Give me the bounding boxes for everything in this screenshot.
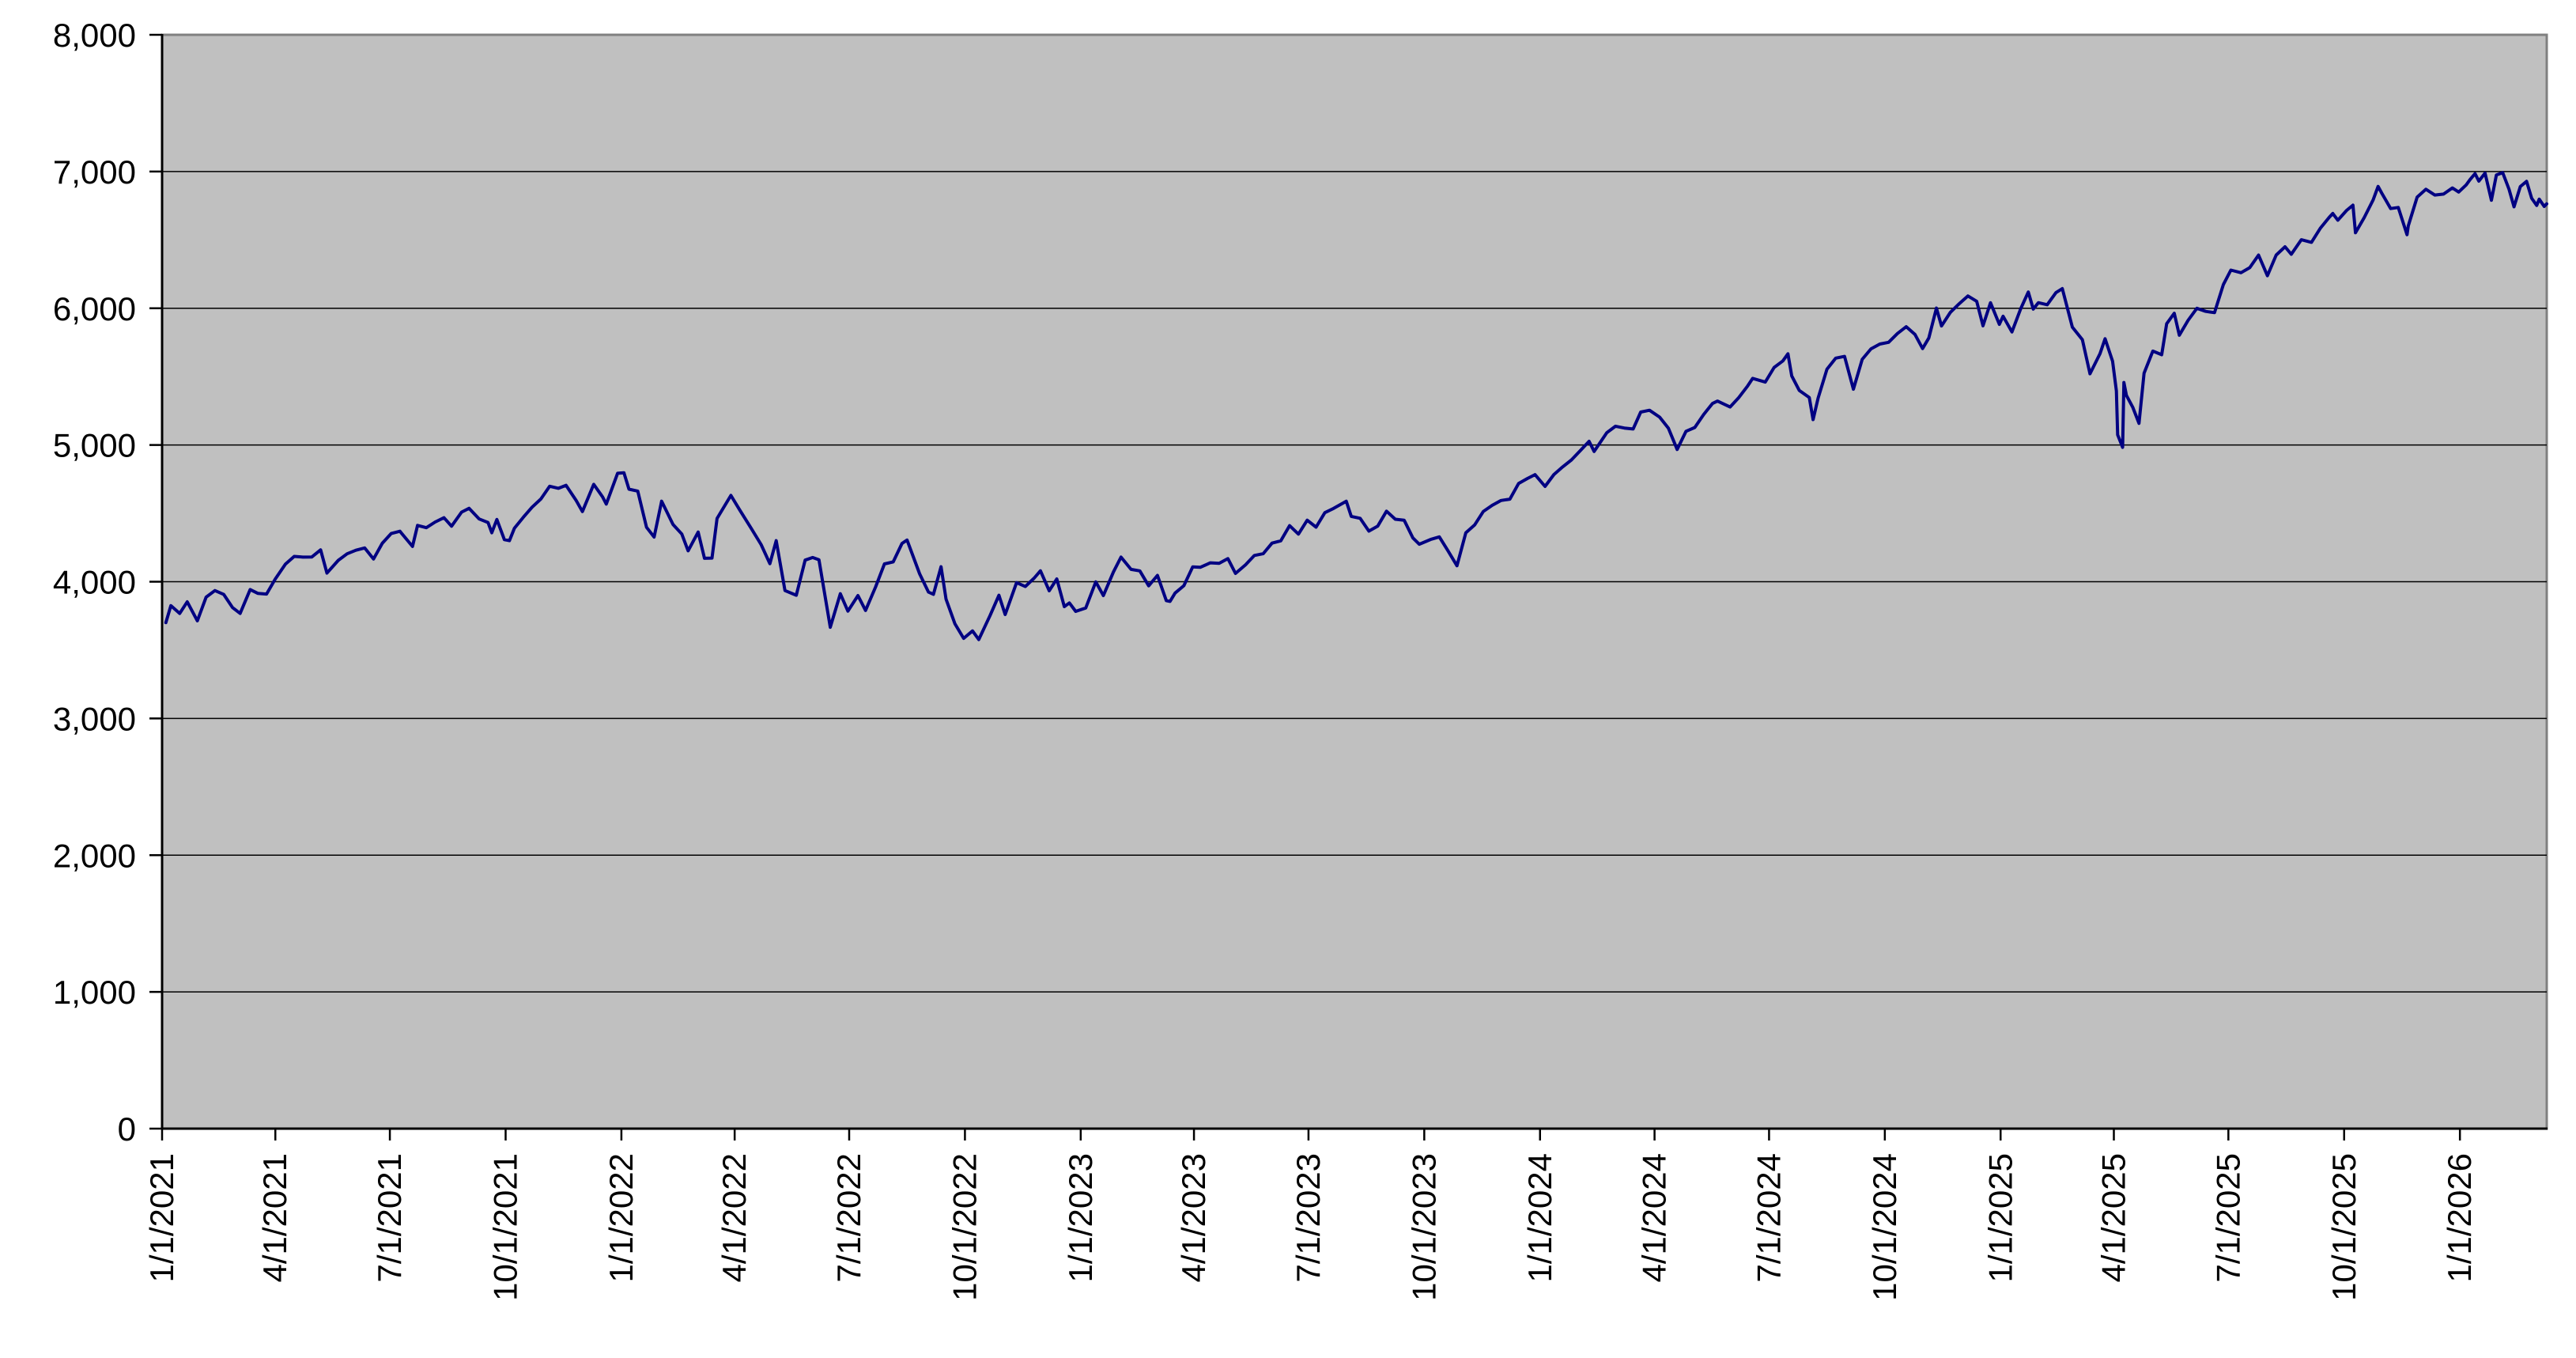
y-tick-label: 4,000 [53, 564, 136, 601]
x-tick-label: 4/1/2023 [1175, 1153, 1212, 1283]
x-tick-label: 10/1/2025 [2325, 1153, 2363, 1301]
x-tick-label: 7/1/2021 [371, 1153, 408, 1283]
x-tick-label: 7/1/2024 [1750, 1153, 1787, 1283]
y-tick-label: 8,000 [53, 17, 136, 54]
y-tick-label: 2,000 [53, 837, 136, 874]
y-axis-labels: 0 1,000 2,000 3,000 4,000 5,000 6,000 7,000 8,00… [53, 17, 136, 1148]
y-tick-label: 7,000 [53, 153, 136, 191]
x-tick-label: 10/1/2023 [1405, 1153, 1442, 1301]
y-tick-label: 0 [118, 1110, 136, 1148]
gridlines [162, 171, 2547, 993]
y-tick-label: 6,000 [53, 290, 136, 327]
x-tick-label: 1/1/2022 [602, 1153, 640, 1283]
x-tick-label: 1/1/2026 [2441, 1153, 2478, 1283]
y-tick-label: 5,000 [53, 427, 136, 464]
x-tick-label: 10/1/2021 [486, 1153, 523, 1301]
x-tick-label: 7/1/2025 [2209, 1153, 2246, 1283]
x-tick-label: 10/1/2022 [946, 1153, 983, 1301]
x-tick-label: 4/1/2022 [716, 1153, 753, 1283]
axis-ticks [149, 33, 2461, 1140]
x-tick-label: 4/1/2024 [1636, 1153, 1673, 1283]
x-tick-label: 10/1/2024 [1866, 1153, 1903, 1301]
axis-lines [161, 34, 2548, 1130]
x-tick-label: 4/1/2021 [256, 1153, 293, 1283]
data-series [164, 171, 2548, 641]
x-tick-label: 1/1/2024 [1521, 1153, 1558, 1283]
x-tick-label: 4/1/2025 [2095, 1153, 2132, 1283]
y-tick-label: 1,000 [53, 974, 136, 1011]
x-tick-label: 1/1/2021 [143, 1153, 180, 1283]
x-tick-label: 1/1/2025 [1981, 1153, 2019, 1283]
price-line [164, 171, 2548, 641]
x-axis-labels: 1/1/2021 4/1/2021 7/1/2021 10/1/2021 1/1/202… [143, 1153, 2478, 1301]
x-tick-label: 1/1/2023 [1062, 1153, 1099, 1283]
x-tick-label: 7/1/2023 [1290, 1153, 1327, 1283]
y-tick-label: 3,000 [53, 700, 136, 737]
x-tick-label: 7/1/2022 [830, 1153, 867, 1283]
